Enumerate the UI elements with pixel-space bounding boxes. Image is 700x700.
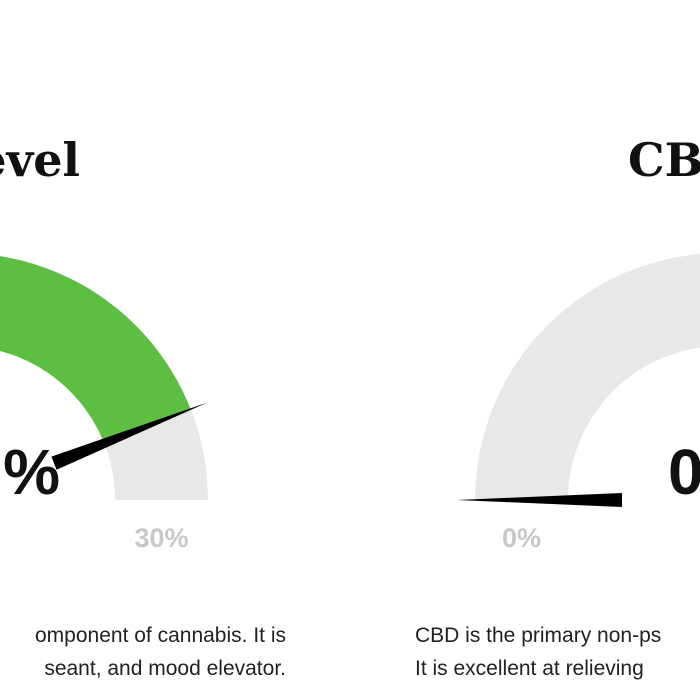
- gauge-end-label: 0%: [502, 523, 541, 553]
- gauge-end-label: 30%: [134, 523, 188, 553]
- gauge-needle: [457, 493, 622, 507]
- gauge-title: CB: [628, 133, 700, 187]
- gauge-fill: [0, 256, 191, 444]
- gauge-description: seant, and mood elevator.: [44, 657, 286, 680]
- gauge-track: [475, 254, 700, 500]
- gauge-description: omponent of cannabis. It is: [35, 624, 286, 647]
- gauge-description: CBD is the primary non-ps: [415, 624, 661, 647]
- gauge-needle: [51, 402, 208, 470]
- gauge-value: %: [3, 436, 60, 508]
- gauge-title: evel: [0, 133, 80, 187]
- gauge-value: 0: [668, 436, 700, 508]
- gauge-description: It is excellent at relieving: [415, 657, 644, 680]
